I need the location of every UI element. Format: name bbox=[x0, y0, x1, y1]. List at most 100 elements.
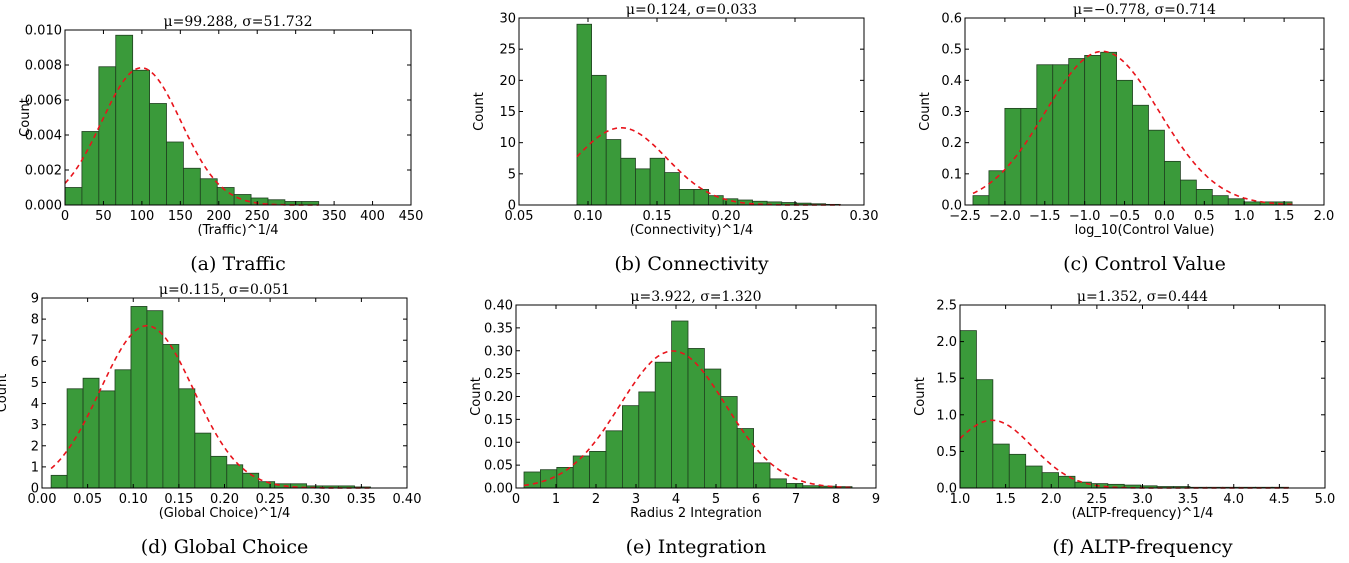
x-tick-label: −1.5 bbox=[1029, 209, 1061, 224]
chart-panel: 0.00 0.05 0.10 0.15 0.20 0.25 0.30 0.35 0.40 0 1 2 3… bbox=[0, 282, 421, 558]
x-tick-label: 0 bbox=[61, 209, 69, 224]
histogram-bar bbox=[1041, 472, 1059, 489]
subfigure-caption: (c) Control Value bbox=[1063, 253, 1226, 275]
histogram-bar bbox=[605, 430, 623, 489]
histogram-bar bbox=[1074, 481, 1092, 489]
x-tick-label: 450 bbox=[399, 209, 424, 224]
y-tick-label: 0.000 bbox=[25, 199, 62, 214]
histogram-bar bbox=[1164, 160, 1181, 206]
histogram-bar bbox=[540, 469, 558, 489]
histogram-bar bbox=[166, 141, 184, 206]
chart-panel: −2.5 −2.0 −1.5 −1.0 −0.5 0.0 0.5 1.0 1.5 2.0 0.0 0.… bbox=[918, 2, 1334, 275]
chart-title: μ=0.115, σ=0.051 bbox=[159, 282, 290, 298]
chart-title: μ=1.352, σ=0.444 bbox=[1077, 289, 1208, 305]
histogram-bar bbox=[183, 167, 201, 206]
x-tick-label: 0.0 bbox=[1154, 209, 1175, 224]
x-tick-label: 0.05 bbox=[505, 209, 534, 224]
chart-panel: 0 50 100 150 200 250 300 350 400 450 0.000 0.002 0.0… bbox=[18, 14, 423, 275]
y-tick-label: 0.2 bbox=[941, 136, 962, 151]
y-tick-label: 0.40 bbox=[484, 299, 513, 314]
histogram-bar bbox=[178, 388, 196, 489]
y-tick-label: 10 bbox=[499, 136, 516, 151]
x-tick-label: 0.30 bbox=[850, 209, 879, 224]
histogram-bar bbox=[1100, 51, 1117, 206]
y-axis-label: Count bbox=[472, 92, 487, 131]
y-tick-label: 20 bbox=[499, 74, 516, 89]
y-tick-label: 8 bbox=[31, 313, 39, 328]
histogram-bar bbox=[992, 443, 1010, 489]
histogram-bar bbox=[708, 195, 724, 206]
histogram-bar bbox=[194, 432, 212, 489]
histogram-bar bbox=[115, 34, 134, 206]
histogram-bar bbox=[1068, 58, 1086, 206]
y-tick-label: 0.15 bbox=[484, 413, 513, 428]
x-tick-label: 250 bbox=[245, 209, 270, 224]
histogram-bar bbox=[649, 157, 666, 206]
x-tick-label: 300 bbox=[283, 209, 308, 224]
x-axis-label: Radius 2 Integration bbox=[630, 506, 762, 521]
histogram-bar bbox=[114, 369, 132, 489]
histogram-bar bbox=[82, 377, 100, 489]
x-axis-label: (ALTP-frequency)^1/4 bbox=[1072, 506, 1214, 521]
x-tick-label: 3.5 bbox=[1178, 492, 1199, 507]
histogram-bar bbox=[556, 467, 574, 489]
x-tick-label: 0.10 bbox=[574, 209, 603, 224]
histogram-bar bbox=[671, 320, 689, 489]
x-tick-label: 0.25 bbox=[256, 492, 285, 507]
chart-title: μ=−0.778, σ=0.714 bbox=[1073, 2, 1216, 18]
x-tick-label: 3 bbox=[632, 492, 640, 507]
y-axis-label: Count bbox=[18, 98, 33, 137]
x-tick-label: 2 bbox=[592, 492, 600, 507]
y-tick-label: 0 bbox=[508, 199, 516, 214]
y-tick-label: 0.30 bbox=[484, 344, 513, 359]
y-tick-label: 4 bbox=[31, 397, 39, 412]
y-tick-label: 0.004 bbox=[25, 129, 62, 144]
histogram-bar bbox=[736, 428, 755, 489]
y-tick-label: 5 bbox=[31, 376, 39, 391]
histogram-bar bbox=[576, 23, 592, 206]
y-tick-label: 25 bbox=[499, 43, 516, 58]
chart-panel: 0 1 2 3 4 5 6 7 8 9 0.00 0.05 0.10 0.15 0.20 0.25 0.30 0.… bbox=[469, 289, 880, 558]
y-tick-label: 0.008 bbox=[25, 59, 62, 74]
histogram-bar bbox=[1008, 453, 1027, 489]
histogram-bar bbox=[242, 472, 260, 489]
x-tick-label: 200 bbox=[206, 209, 231, 224]
histogram-bar bbox=[591, 74, 607, 206]
x-tick-label: 0.15 bbox=[164, 492, 193, 507]
x-tick-label: 2.5 bbox=[1087, 492, 1108, 507]
y-tick-label: 15 bbox=[499, 105, 516, 120]
x-tick-label: 0.00 bbox=[28, 492, 57, 507]
y-tick-label: 0.5 bbox=[941, 43, 962, 58]
x-tick-label: 1.0 bbox=[1234, 209, 1255, 224]
y-tick-label: 1.0 bbox=[936, 408, 957, 423]
histogram-bar bbox=[1148, 129, 1165, 206]
x-tick-label: 0.15 bbox=[643, 209, 672, 224]
histogram-bar bbox=[210, 455, 228, 489]
histogram-bar bbox=[130, 306, 148, 489]
x-tick-label: −2.0 bbox=[989, 209, 1021, 224]
normal-fit-curve bbox=[972, 50, 1293, 206]
histogram-bar bbox=[704, 368, 722, 489]
y-axis-label: Count bbox=[0, 374, 10, 413]
x-tick-label: 0.25 bbox=[781, 209, 810, 224]
x-tick-label: 9 bbox=[872, 492, 880, 507]
y-tick-label: 0.35 bbox=[484, 321, 513, 336]
x-tick-label: 0.20 bbox=[712, 209, 741, 224]
histogram-bar bbox=[233, 194, 252, 206]
y-tick-label: 30 bbox=[499, 12, 516, 27]
histogram-bar bbox=[678, 189, 695, 206]
x-tick-label: 7 bbox=[792, 492, 800, 507]
x-tick-label: 1 bbox=[552, 492, 560, 507]
subfigure-caption: (e) Integration bbox=[626, 536, 767, 558]
y-tick-label: 0.0 bbox=[941, 199, 962, 214]
histogram-bar bbox=[972, 195, 990, 206]
histogram-bar bbox=[98, 66, 117, 206]
histogram-bar bbox=[1036, 64, 1054, 206]
histogram-bar bbox=[226, 464, 244, 489]
y-tick-label: 9 bbox=[31, 292, 39, 307]
histogram-bar bbox=[149, 103, 167, 206]
histogram-bar bbox=[1211, 195, 1229, 206]
x-tick-label: 2.0 bbox=[1314, 209, 1335, 224]
histogram-bar bbox=[50, 474, 68, 489]
